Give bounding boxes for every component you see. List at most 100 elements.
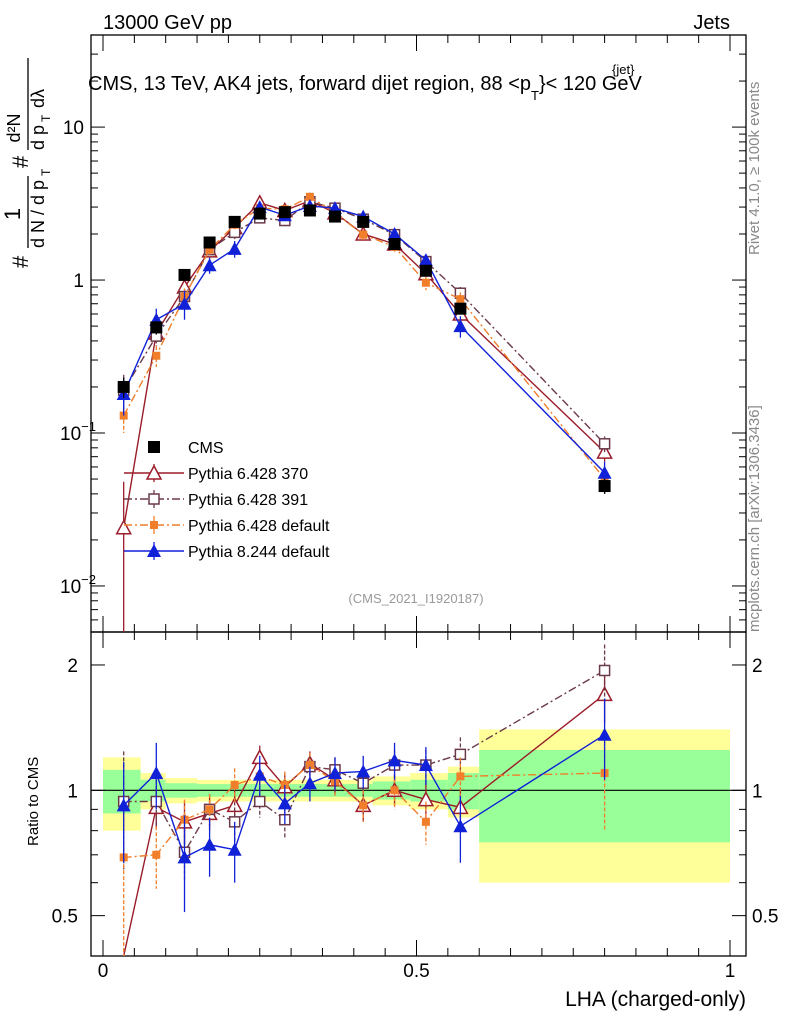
- legend-label-p8: Pythia 8.244 default: [188, 544, 330, 561]
- ratio-y-tick-label-right: 1: [752, 781, 763, 802]
- point-p6def: [421, 278, 430, 287]
- legend-marker-p391: [148, 493, 160, 505]
- y-tick-label: 10: [63, 118, 84, 139]
- ratio-point-p8: [356, 764, 371, 778]
- y-tick-label: 10−1: [60, 419, 96, 445]
- series-line-p8: [123, 205, 606, 474]
- main-series: [115, 192, 613, 632]
- x-axis-label: LHA (charged-only): [565, 988, 746, 1011]
- ratio-y-tick-label: 1: [67, 781, 78, 802]
- legend-label-p370: Pythia 6.428 370: [188, 466, 308, 483]
- ratio-y-tick-label-right: 2: [752, 656, 763, 677]
- point-data: [357, 215, 370, 228]
- ylabel-frac1-den: d N / d p: [28, 180, 48, 248]
- ratio-point-p6def: [205, 805, 214, 814]
- point-data: [303, 204, 316, 217]
- ratio-point-p8: [202, 837, 217, 851]
- ratio-point-p8: [177, 850, 192, 864]
- legend-label-data: CMS: [188, 440, 224, 457]
- legend-label-p6def: Pythia 6.428 default: [188, 518, 330, 535]
- ratio-line-p8: [123, 734, 605, 859]
- point-p8: [202, 258, 217, 272]
- point-data: [419, 264, 432, 277]
- title-sub: T: [531, 88, 539, 103]
- x-tick-label: 1: [725, 961, 736, 982]
- title-sup: {jet}: [612, 62, 635, 77]
- side-label-rivet: Rivet 4.1.0, ≥ 100k events: [746, 82, 763, 255]
- legend-marker-p370: [145, 464, 163, 480]
- point-data: [253, 207, 266, 220]
- plot-title: CMS, 13 TeV, AK4 jets, forward dijet reg…: [88, 73, 643, 103]
- ratio-point-p8: [302, 776, 317, 790]
- point-data: [388, 238, 401, 251]
- ratio-series: [116, 644, 613, 957]
- ratio-point-p8: [327, 766, 342, 780]
- ylabel-frac2-den: d p: [28, 125, 48, 150]
- ratio-point-p8: [149, 766, 164, 780]
- point-p370: [115, 519, 132, 535]
- analysis-tag: (CMS_2021_I1920187): [348, 591, 483, 606]
- point-p6def: [305, 192, 314, 201]
- point-data: [328, 210, 341, 223]
- ratio-y-tick-label: 0.5: [52, 907, 78, 928]
- ratio-point-p6def: [421, 817, 430, 826]
- ratio-point-p6def: [230, 780, 239, 789]
- ylabel-frac1-num: 1: [0, 208, 25, 220]
- point-p6def: [456, 295, 465, 304]
- ratio-point-p8: [227, 842, 242, 856]
- ylabel-frac1-den-sub: T: [39, 168, 53, 176]
- title-tail: }< 120 GeV: [539, 73, 643, 95]
- main-frame-box: [90, 34, 747, 633]
- ratio-frame-box: [90, 631, 747, 957]
- y-tick-label: 1: [73, 271, 84, 292]
- legend-marker-data: [148, 441, 160, 453]
- ratio-point-p6def: [390, 786, 399, 795]
- ylabel-hash2: #: [8, 155, 33, 168]
- legend-label-p391: Pythia 6.428 391: [188, 492, 308, 509]
- ratio-point-p8: [453, 819, 468, 833]
- main-plot-frame: [90, 34, 747, 633]
- point-data: [598, 480, 611, 493]
- ylabel-frac2-num: d²N: [4, 113, 24, 142]
- legend: CMS Pythia 6.428 370 Pythia 6.428 391 Pythi…: [124, 440, 330, 561]
- main-ylabel: # 1 d N / d p T # d²N d p T dλ: [0, 58, 53, 268]
- ratio-point-p6def: [152, 850, 161, 859]
- ratio-point-p8: [597, 727, 612, 741]
- ratio-point-p6def: [456, 772, 465, 781]
- ratio-point-p8: [277, 796, 292, 810]
- ylabel-hash: #: [8, 255, 33, 268]
- point-p6def: [205, 245, 214, 254]
- point-p8: [387, 227, 402, 240]
- point-p8: [177, 296, 192, 310]
- ratio-point-p391: [598, 664, 611, 677]
- point-data: [454, 302, 467, 315]
- axis-ticks: 10−2 10−1 1 10 0.5 0.5 1 1 2 2 0 0.5 1: [52, 34, 778, 982]
- point-p6def: [152, 351, 161, 360]
- point-data: [178, 268, 191, 281]
- x-tick-label: 0.5: [403, 961, 429, 982]
- ratio-y-tick-label-right: 0.5: [752, 907, 778, 928]
- point-data: [203, 236, 216, 249]
- ratio-point-p370: [417, 791, 435, 807]
- ylabel-frac2-den-tail: dλ: [28, 89, 48, 108]
- legend-marker-p8: [147, 544, 161, 557]
- ratio-point-p6def: [359, 801, 368, 810]
- ratio-point-p8: [252, 767, 267, 781]
- point-p8: [453, 319, 468, 333]
- point-data: [278, 206, 291, 219]
- point-p6def: [359, 230, 368, 239]
- ratio-uncertainty-bands: [91, 729, 746, 883]
- side-label-mcplots: mcplots.cern.ch [arXiv:1306.3436]: [746, 405, 763, 632]
- ratio-plot-frame: [90, 631, 747, 957]
- ratio-point-p391: [254, 795, 266, 808]
- point-data: [228, 215, 241, 228]
- point-data: [117, 380, 130, 393]
- point-p8: [227, 241, 242, 255]
- ratio-point-p6def: [305, 761, 314, 770]
- ratio-point-p8: [387, 753, 402, 767]
- header-right: Jets: [693, 12, 730, 34]
- ratio-ylabel: Ratio to CMS: [25, 757, 42, 846]
- header-left: 13000 GeV pp: [103, 12, 232, 34]
- x-tick-label: 0: [98, 961, 109, 982]
